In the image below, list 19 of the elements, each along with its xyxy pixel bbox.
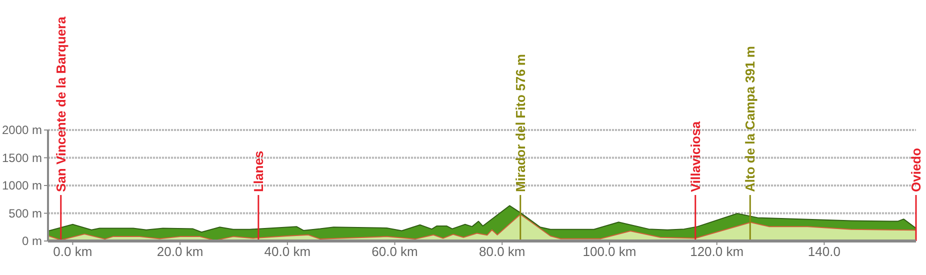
y-tick-label: 2000 m (2, 123, 42, 137)
x-tick-label: 80.0 km (479, 244, 526, 260)
ref-line-label: San Vincente de la Barquera (53, 16, 68, 192)
y-tick-label: 500 m (8, 206, 42, 220)
ref-line-label: Oviedo (908, 148, 924, 192)
x-tick-label: 140.0 (808, 244, 840, 260)
y-tick-label: 0 m (22, 234, 42, 248)
x-tick-label: 0.0 km (53, 244, 92, 260)
y-tick-label: 1500 m (2, 150, 42, 165)
ref-line-label: Llanes (250, 150, 266, 192)
x-tick-label: 100.0 km (582, 244, 636, 260)
y-tick-label: 1000 m (2, 178, 42, 192)
x-tick-label: 20.0 km (156, 244, 204, 260)
ref-line-label: Alto de la Campa 391 m (742, 46, 758, 192)
ref-line-label: Mirador del Fito 576 m (512, 54, 528, 192)
x-tick-label: 40.0 km (264, 244, 311, 260)
x-tick-label: 60.0 km (372, 244, 418, 260)
x-tick-label: 120.0 km (690, 244, 744, 260)
ref-line-label: Villaviciosa (688, 120, 703, 192)
